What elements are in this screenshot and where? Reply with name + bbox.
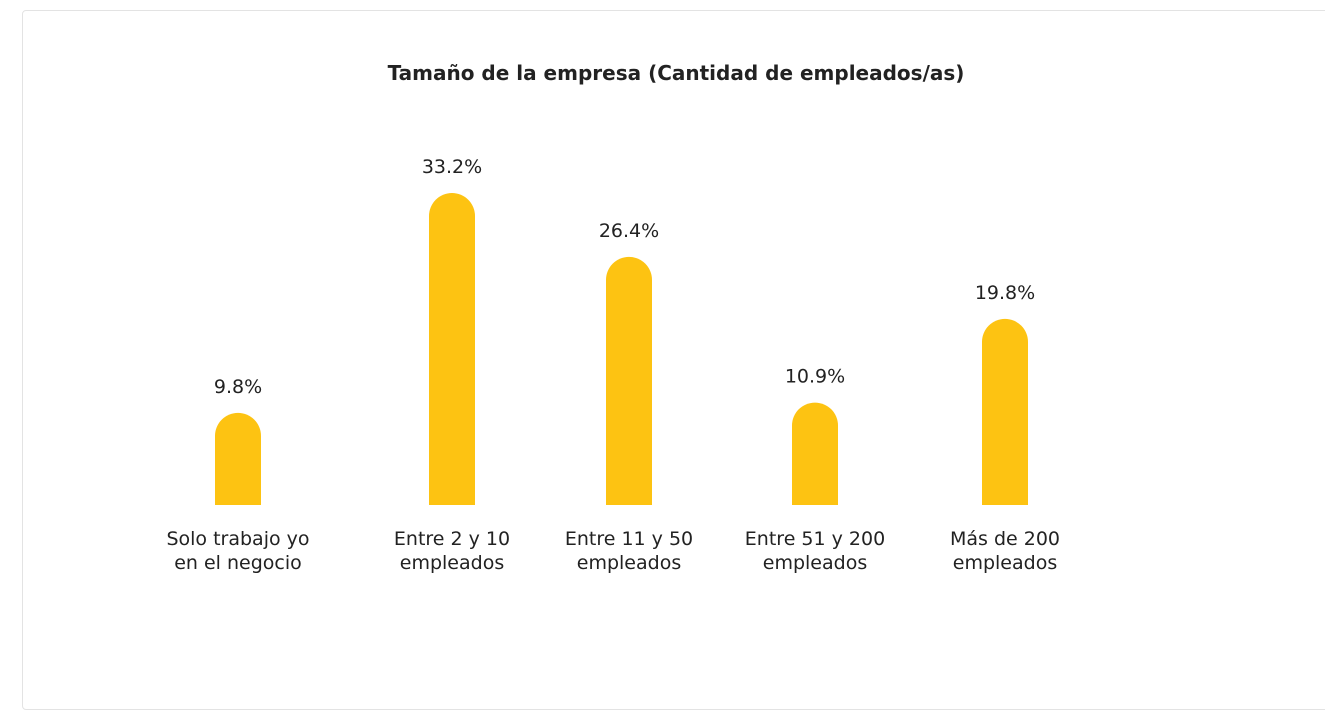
x-tick-label: Entre 51 y 200 empleados <box>744 528 886 574</box>
value-label: 10.9% <box>785 366 845 388</box>
x-tick-label: Solo trabajo yo en el negocio <box>166 528 310 574</box>
bar <box>215 412 261 505</box>
x-tick-label: Más de 200 empleados <box>949 528 1061 574</box>
bar <box>429 193 475 505</box>
x-tick-label: Entre 2 y 10 empleados <box>393 528 511 574</box>
bar <box>606 256 652 505</box>
value-label: 33.2% <box>422 156 482 178</box>
value-label: 9.8% <box>214 376 262 398</box>
chart-title: Tamaño de la empresa (Cantidad de emplea… <box>388 61 965 85</box>
x-tick-label: Entre 11 y 50 empleados <box>564 528 694 574</box>
value-label: 19.8% <box>975 282 1035 304</box>
bar <box>792 402 838 505</box>
value-label: 26.4% <box>599 220 659 242</box>
bar <box>982 318 1028 505</box>
